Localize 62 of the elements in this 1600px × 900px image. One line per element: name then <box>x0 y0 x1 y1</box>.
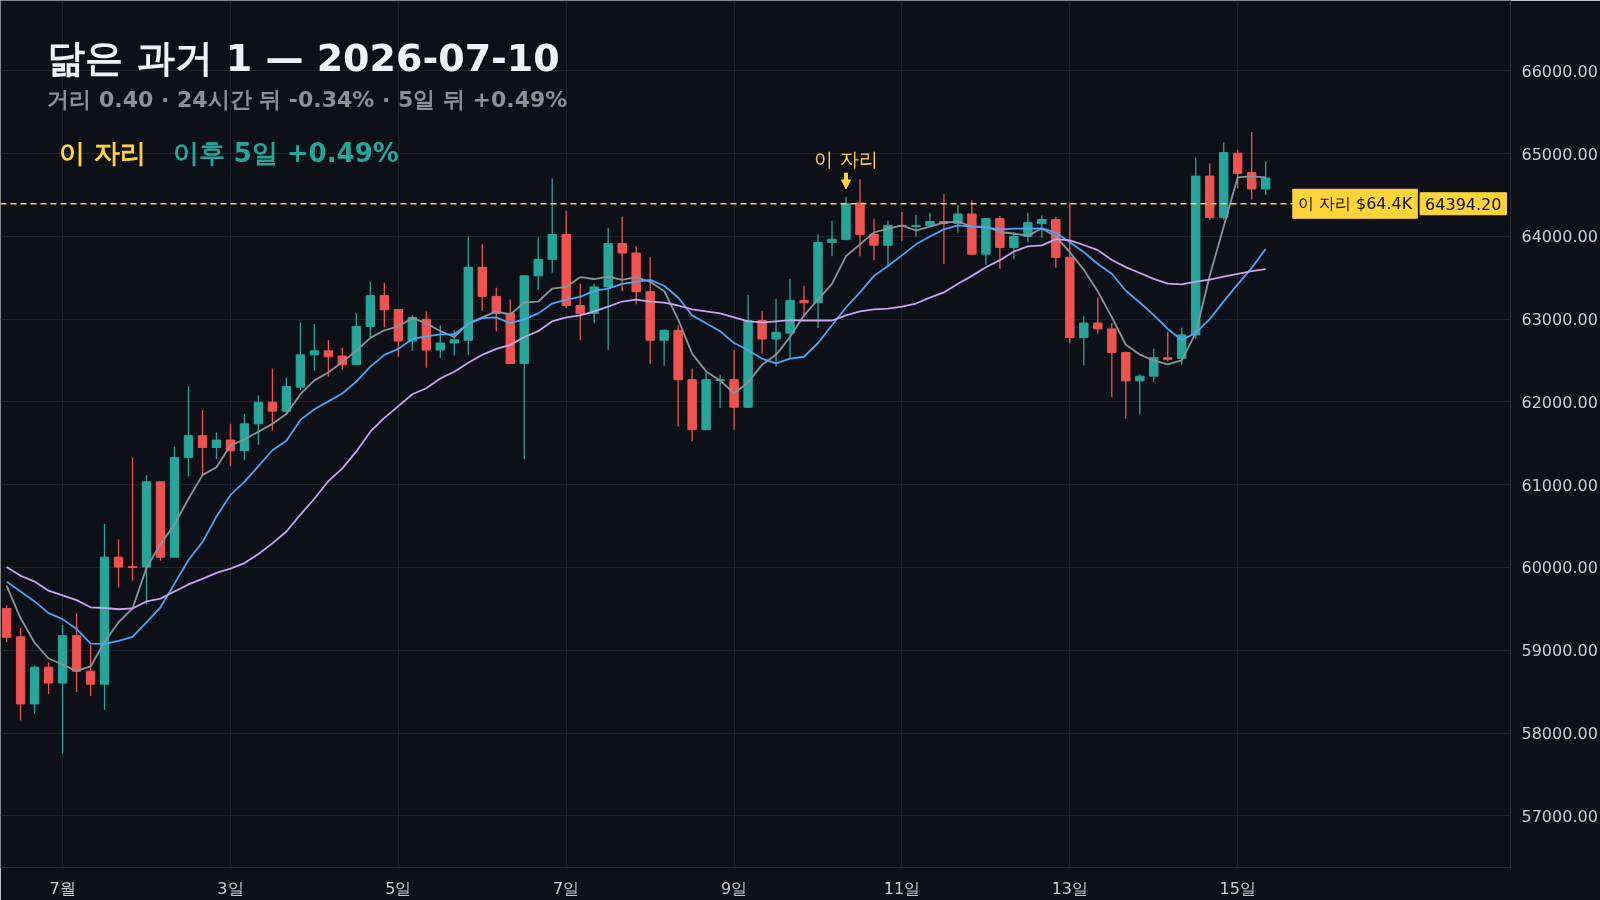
candlestick <box>617 216 627 292</box>
candlestick <box>127 456 138 582</box>
y-tick-label: 66000.00 <box>1521 61 1598 81</box>
x-tick-label: 7월 <box>49 878 76 898</box>
x-tick-label: 9일 <box>720 878 748 898</box>
candlestick <box>827 220 837 257</box>
candlestick <box>85 644 96 697</box>
candlestick <box>43 661 54 695</box>
candlestick <box>253 394 264 446</box>
candlestick <box>197 409 208 476</box>
annotation: 이 자리 <box>59 138 147 169</box>
candlestick <box>183 385 194 477</box>
candlestick <box>449 329 459 357</box>
y-tick-label: 58000.00 <box>1521 724 1598 743</box>
candlestick <box>1093 296 1103 335</box>
x-tick-label: 5일 <box>385 878 412 898</box>
x-tick-label: 15일 <box>1219 878 1256 898</box>
candlestick <box>309 323 320 372</box>
text: 닮은 과거 1 — 2026-07-10 <box>47 35 560 80</box>
candlestick <box>1233 149 1243 189</box>
candlestick <box>1149 347 1159 383</box>
candlestick <box>379 282 390 328</box>
candlestick <box>1107 322 1117 398</box>
y-tick-label: 62000.00 <box>1521 392 1598 412</box>
y-tick-label: 64000.00 <box>1521 227 1598 247</box>
ref-line-label: 이 자리 $64.4K <box>1297 194 1413 214</box>
candlestick <box>491 287 501 332</box>
candlestick <box>323 339 334 378</box>
candlestick <box>1260 160 1271 196</box>
x-tick-label: 11일 <box>883 878 921 898</box>
candlestick <box>715 373 725 409</box>
candlestick <box>1247 131 1257 200</box>
y-tick-label: 61000.00 <box>1521 475 1598 495</box>
candlestick <box>911 214 921 238</box>
y-tick-label: 57000.00 <box>1521 806 1598 826</box>
y-tick-label: 59000.00 <box>1521 641 1598 661</box>
candlestick <box>1079 315 1089 367</box>
candlestick <box>1037 214 1047 239</box>
candlestick <box>771 298 781 368</box>
candlestick <box>533 236 543 291</box>
annotation: 이 자리 <box>814 147 878 170</box>
annotation: 64394.20 <box>1425 194 1502 214</box>
x-tick-label: 13일 <box>1051 878 1089 898</box>
x-tick-label: 7일 <box>553 878 580 898</box>
candlestick <box>799 285 809 318</box>
candlestick <box>659 328 669 367</box>
text: 거리 0.40 · 24시간 뒤 -0.34% · 5일 뒤 +0.49% <box>47 86 568 112</box>
x-tick-label: 3일 <box>217 878 244 898</box>
annotation: 이후 5일 +0.49% <box>172 138 399 169</box>
candlestick <box>1163 331 1173 363</box>
candlestick <box>211 431 222 460</box>
candlestick <box>1009 231 1019 260</box>
candlestick <box>1135 373 1145 416</box>
y-tick-label: 65000.00 <box>1521 144 1598 164</box>
candlestick <box>267 367 278 432</box>
candlestick <box>113 538 124 589</box>
y-tick-label: 63000.00 <box>1521 310 1598 330</box>
candlestick <box>757 309 767 355</box>
candlestick <box>575 283 585 341</box>
y-tick-label: 60000.00 <box>1521 558 1598 578</box>
candlestick <box>869 218 879 261</box>
candlestick <box>435 324 445 359</box>
